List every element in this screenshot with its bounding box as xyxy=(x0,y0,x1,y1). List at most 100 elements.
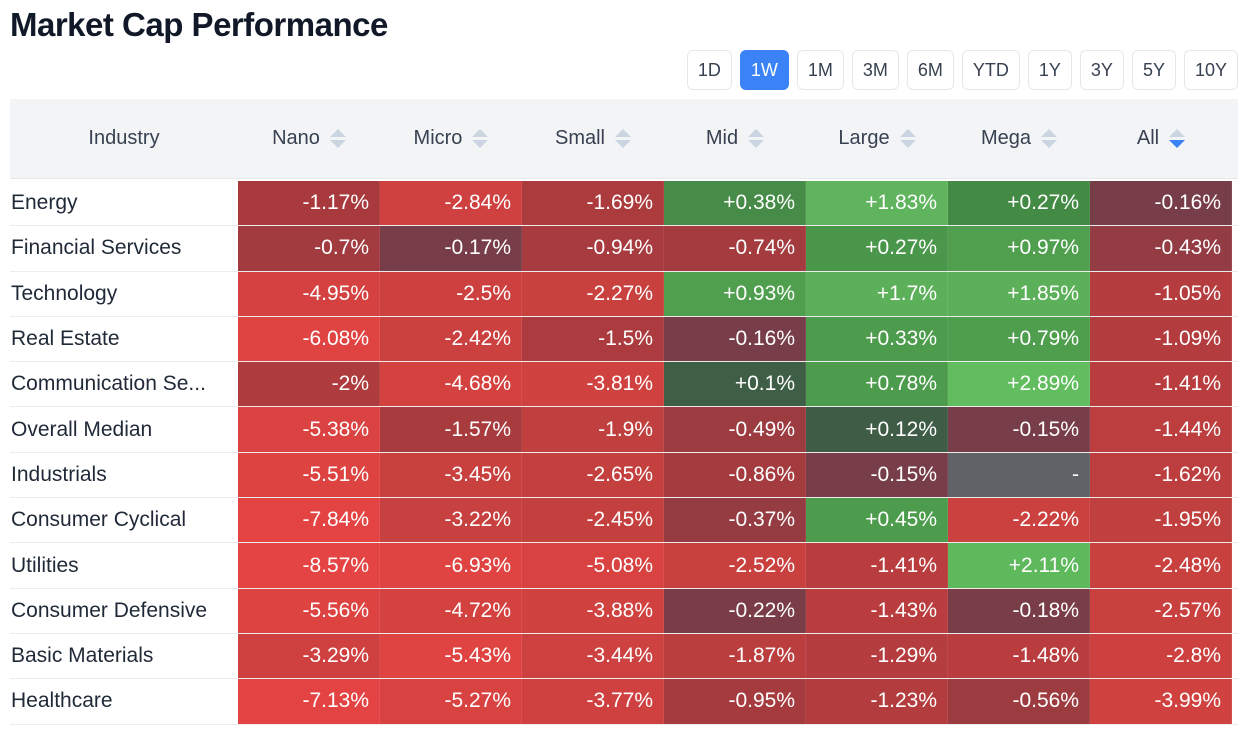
column-header-mid[interactable]: Mid xyxy=(664,99,806,178)
column-header-label: Industry xyxy=(88,127,160,149)
performance-cell-large: +0.33% xyxy=(806,316,948,362)
range-button-1d[interactable]: 1D xyxy=(686,50,732,90)
industry-name[interactable]: Industrials xyxy=(11,462,107,486)
performance-cell-mega: +0.79% xyxy=(948,316,1090,362)
performance-cell-micro: -1.57% xyxy=(380,407,522,452)
performance-cell-all: -2.57% xyxy=(1090,588,1232,633)
range-button-10y[interactable]: 10Y xyxy=(1183,50,1238,90)
performance-cell-mid: -0.74% xyxy=(664,226,806,271)
table-row: Consumer Defensive -5.56% -4.72% -3.88% -0.2… xyxy=(10,588,1238,634)
performance-cell-all: -0.43% xyxy=(1090,226,1232,271)
performance-cell-mega: -0.15% xyxy=(948,407,1090,452)
column-header-label: Mid xyxy=(705,127,739,149)
performance-cell-small: -3.44% xyxy=(522,633,664,679)
industry-name[interactable]: Energy xyxy=(11,191,78,215)
sort-icon xyxy=(899,129,916,148)
industry-name[interactable]: Real Estate xyxy=(11,327,120,351)
table-row: Technology -4.95% -2.5% -2.27% +0.93% +1.7% +1… xyxy=(10,271,1238,317)
performance-cell-all: -1.62% xyxy=(1090,452,1232,498)
performance-cell-small: -0.94% xyxy=(522,226,664,271)
performance-cell-nano: -8.57% xyxy=(238,543,380,588)
column-header-label: Micro xyxy=(413,127,463,149)
column-header-label: Large xyxy=(838,127,890,149)
range-button-3m[interactable]: 3M xyxy=(851,50,899,90)
range-button-1y[interactable]: 1Y xyxy=(1027,50,1072,90)
performance-cell-mega: -0.56% xyxy=(948,679,1090,724)
performance-cell-micro: -2.84% xyxy=(380,181,522,226)
performance-cell-micro: -2.5% xyxy=(380,271,522,316)
performance-cell-nano: -5.38% xyxy=(238,407,380,452)
range-button-6m[interactable]: 6M xyxy=(906,50,954,90)
range-button-5y[interactable]: 5Y xyxy=(1131,50,1176,90)
performance-cell-nano: -5.51% xyxy=(238,452,380,498)
performance-cell-micro: -4.68% xyxy=(380,362,522,407)
performance-cell-mid: -0.95% xyxy=(664,679,806,724)
performance-cell-all: -2.48% xyxy=(1090,543,1232,588)
column-header-large[interactable]: Large xyxy=(806,99,948,178)
column-header-mega[interactable]: Mega xyxy=(948,99,1090,178)
performance-cell-small: -1.5% xyxy=(522,316,664,362)
range-button-1m[interactable]: 1M xyxy=(796,50,844,90)
range-button-3y[interactable]: 3Y xyxy=(1079,50,1124,90)
column-header-nano[interactable]: Nano xyxy=(238,99,380,178)
industry-name[interactable]: Overall Median xyxy=(11,417,153,441)
table-row: Energy -1.17% -2.84% -1.69% +0.38% +1.83% +0.2… xyxy=(10,181,1238,227)
performance-cell-large: +0.27% xyxy=(806,226,948,271)
performance-cell-micro: -3.45% xyxy=(380,452,522,498)
performance-cell-large: -1.43% xyxy=(806,588,948,633)
industry-name[interactable]: Basic Materials xyxy=(11,644,154,668)
performance-cell-large: +1.83% xyxy=(806,181,948,226)
column-header-label: Mega xyxy=(980,127,1032,149)
performance-cell-mid: -0.16% xyxy=(664,316,806,362)
industry-name[interactable]: Technology xyxy=(11,281,118,305)
performance-cell-small: -1.69% xyxy=(522,181,664,226)
performance-cell-mid: +0.1% xyxy=(664,362,806,407)
performance-cell-nano: -1.17% xyxy=(238,181,380,226)
performance-cell-mega: +1.85% xyxy=(948,271,1090,316)
performance-cell-all: -1.09% xyxy=(1090,316,1232,362)
performance-cell-micro: -6.93% xyxy=(380,543,522,588)
performance-cell-large: +0.12% xyxy=(806,407,948,452)
column-header-micro[interactable]: Micro xyxy=(380,99,522,178)
performance-cell-all: -1.44% xyxy=(1090,407,1232,452)
column-header-small[interactable]: Small xyxy=(522,99,664,178)
performance-cell-mid: +0.93% xyxy=(664,271,806,316)
performance-cell-micro: -3.22% xyxy=(380,498,522,543)
performance-cell-mega: -0.18% xyxy=(948,588,1090,633)
performance-cell-nano: -3.29% xyxy=(238,633,380,679)
industry-name[interactable]: Utilities xyxy=(11,553,79,577)
table-row: Industrials -5.51% -3.45% -2.65% -0.86% -0.15… xyxy=(10,452,1238,499)
performance-cell-mega: +2.11% xyxy=(948,543,1090,588)
performance-cell-small: -3.81% xyxy=(522,362,664,407)
market-cap-table: Industry Nano Micro Small Mid Large Mega… xyxy=(10,99,1238,725)
performance-cell-nano: -6.08% xyxy=(238,316,380,362)
performance-cell-mid: -0.49% xyxy=(664,407,806,452)
performance-cell-all: -1.41% xyxy=(1090,362,1232,407)
table-row: Consumer Cyclical -7.84% -3.22% -2.45% -0.37… xyxy=(10,498,1238,544)
performance-cell-large: +0.78% xyxy=(806,362,948,407)
performance-cell-mega: +0.27% xyxy=(948,181,1090,226)
performance-cell-micro: -0.17% xyxy=(380,226,522,271)
column-header-label: Nano xyxy=(272,127,320,149)
performance-cell-all: -0.16% xyxy=(1090,181,1232,226)
performance-cell-mid: -1.87% xyxy=(664,633,806,679)
range-button-ytd[interactable]: YTD xyxy=(961,50,1020,90)
time-range-selector: 1D 1W 1M 3M 6M YTD 1Y 3Y 5Y 10Y xyxy=(686,50,1238,90)
column-header-industry: Industry xyxy=(10,99,238,178)
performance-cell-mid: -0.37% xyxy=(664,498,806,543)
column-header-all[interactable]: All xyxy=(1090,99,1232,178)
industry-name[interactable]: Financial Services xyxy=(11,236,182,260)
performance-cell-all: -1.95% xyxy=(1090,498,1232,543)
range-button-1w[interactable]: 1W xyxy=(739,50,789,90)
performance-cell-mid: -2.52% xyxy=(664,543,806,588)
table-row: Communication Se... -2% -4.68% -3.81% +0.1% +… xyxy=(10,362,1238,408)
table-row: Financial Services -0.7% -0.17% -0.94% -0.74… xyxy=(10,226,1238,272)
table-row: Utilities -8.57% -6.93% -5.08% -2.52% -1.41% +… xyxy=(10,543,1238,589)
performance-cell-mid: +0.38% xyxy=(664,181,806,226)
industry-name[interactable]: Consumer Defensive xyxy=(11,598,208,622)
performance-cell-micro: -5.27% xyxy=(380,679,522,724)
industry-name[interactable]: Communication Se... xyxy=(11,372,206,396)
sort-icon xyxy=(472,129,489,148)
industry-name[interactable]: Healthcare xyxy=(11,689,113,713)
industry-name[interactable]: Consumer Cyclical xyxy=(11,508,187,532)
